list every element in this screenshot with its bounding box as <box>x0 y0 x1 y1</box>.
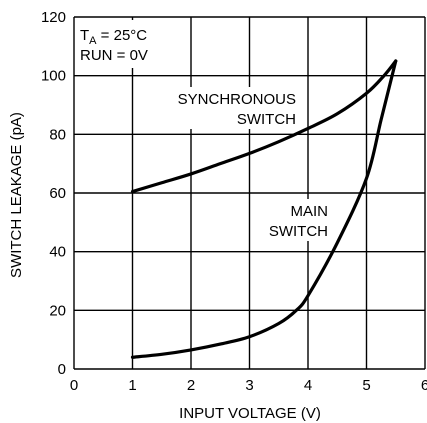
x-tick-label: 6 <box>421 377 427 394</box>
x-tick-label: 1 <box>128 377 136 394</box>
sync-label-background <box>171 87 299 129</box>
y-tick-label: 100 <box>41 68 66 85</box>
x-tick-label: 4 <box>304 377 312 394</box>
synchronous-switch-line <box>130 59 398 194</box>
main-switch-label-line1: MAIN <box>291 203 329 220</box>
y-tick-label: 60 <box>49 185 66 202</box>
sync-switch-label-line1: SYNCHRONOUS <box>178 91 296 108</box>
y-tick-label: 120 <box>41 9 66 26</box>
y-tick-label: 80 <box>49 126 66 143</box>
main-switch-line <box>130 59 398 359</box>
main-switch-label-line2: SWITCH <box>269 223 328 240</box>
y-tick-label: 0 <box>58 361 66 378</box>
x-axis-label: INPUT VOLTAGE (V) <box>179 405 321 422</box>
y-axis-label: SWITCH LEAKAGE (pA) <box>8 112 25 278</box>
x-tick-label: 3 <box>245 377 253 394</box>
grid-lines <box>73 16 426 370</box>
x-tick-label: 2 <box>187 377 195 394</box>
run-condition: RUN = 0V <box>80 47 148 64</box>
temperature-condition: TA = 25°C <box>80 27 147 47</box>
y-tick-label: 40 <box>49 244 66 261</box>
x-tick-label: 0 <box>70 377 78 394</box>
conditions-background <box>76 20 160 68</box>
x-tick-label: 5 <box>362 377 370 394</box>
main-label-background <box>266 199 330 241</box>
series-lines <box>130 59 398 359</box>
y-tick-label: 20 <box>49 302 66 319</box>
sync-switch-label-line2: SWITCH <box>237 111 296 128</box>
temperature-subscript: A <box>89 35 97 47</box>
